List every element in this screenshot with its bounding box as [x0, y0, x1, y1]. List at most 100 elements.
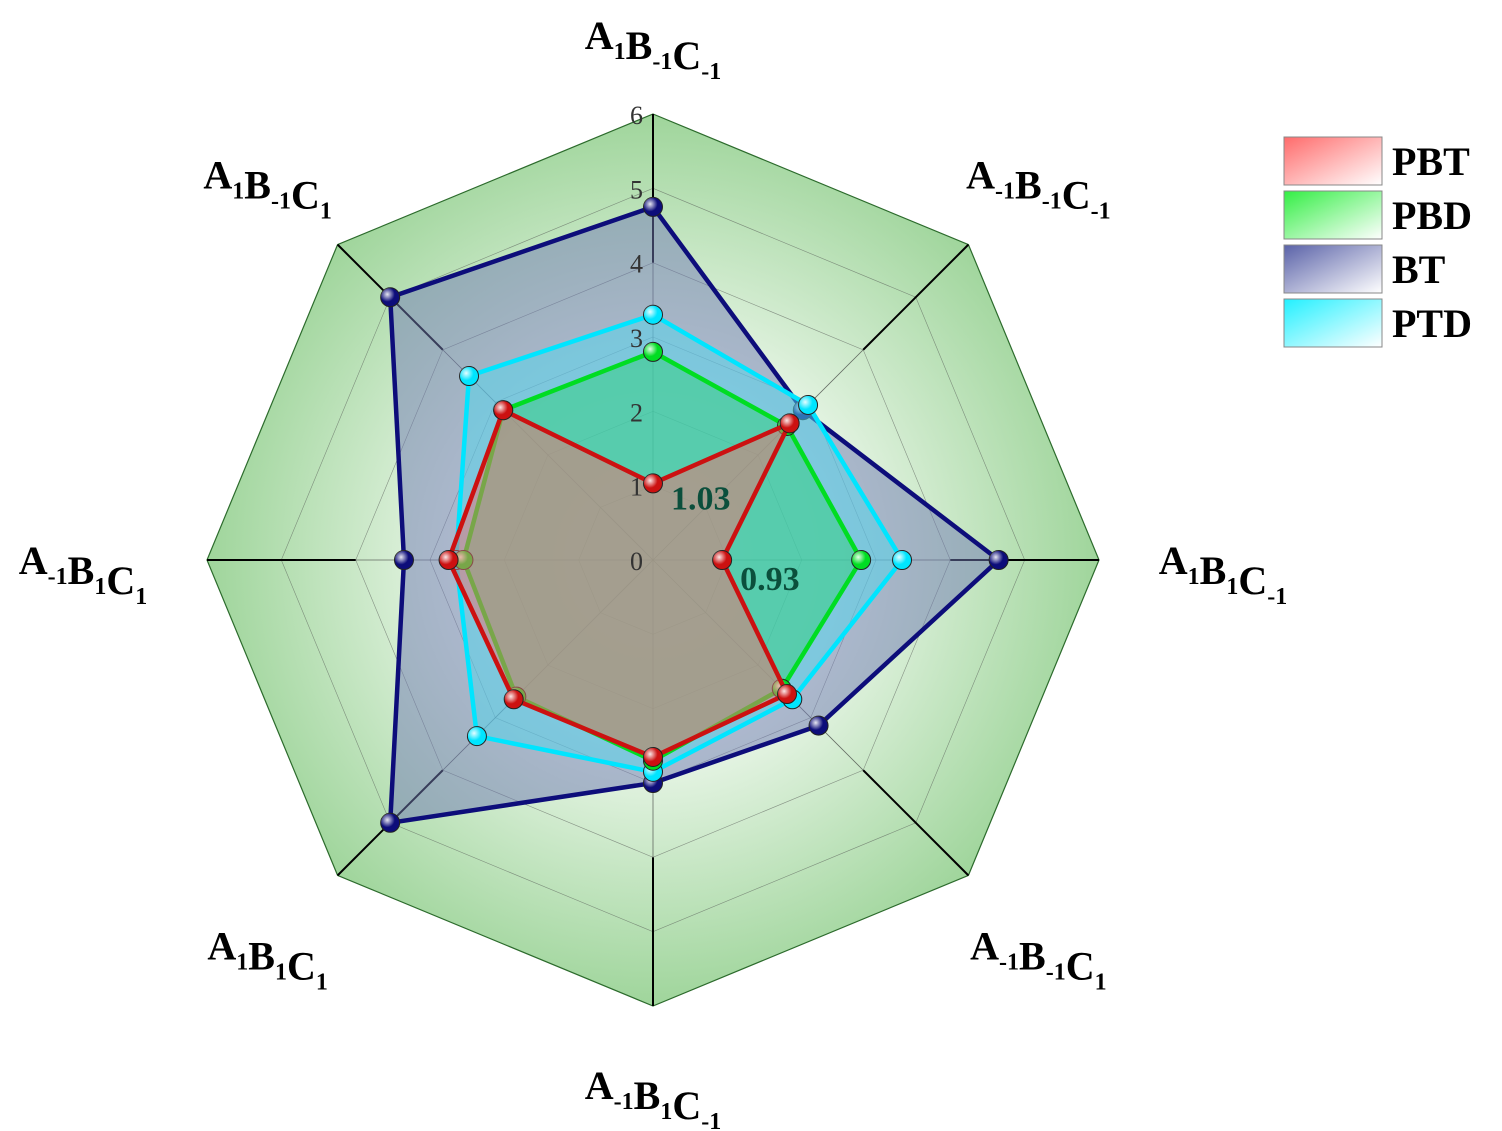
axis-labels: A1B-1C-1A-1B-1C-1A1B1C-1A-1B-1C1A-1B1C-1…	[19, 13, 1287, 1131]
axis-label-letter: C	[1066, 943, 1095, 988]
legend-item-ptd: PTD	[1283, 298, 1472, 348]
axis-label-letter: B	[68, 548, 95, 593]
axis-label-subscript: -1	[1091, 199, 1111, 225]
data-point-shine	[643, 305, 663, 325]
axis-label: A1B-1C-1	[585, 13, 721, 85]
axis-label-letter: A	[585, 1063, 614, 1108]
axis-label-letter: B	[1015, 163, 1042, 208]
axis-label-subscript: 1	[236, 949, 248, 975]
legend-swatch	[1283, 136, 1383, 186]
legend-item-pbd: PBD	[1283, 190, 1472, 240]
legend-item-bt: BT	[1283, 244, 1446, 294]
legend-swatch	[1283, 190, 1383, 240]
data-point-shine	[643, 473, 663, 493]
data-point-shine	[504, 689, 524, 709]
legend-label: PBD	[1392, 193, 1472, 238]
axis-label-subscript: -1	[652, 49, 672, 75]
axis-label-letter: A	[203, 153, 232, 198]
axis-label-subscript: 1	[614, 39, 626, 65]
legend-swatch	[1283, 244, 1383, 294]
axis-label-letter: C	[672, 1083, 701, 1128]
axis-label-subscript: -1	[701, 1109, 721, 1131]
data-point-shine	[712, 550, 732, 570]
axis-label-subscript: -1	[48, 564, 68, 590]
axis-label-letter: B	[634, 1073, 661, 1118]
axis-label-letter: A	[207, 923, 236, 968]
data-point-shine	[892, 550, 912, 570]
axis-label-subscript: 1	[275, 959, 287, 985]
axis-label-letter: A	[1159, 538, 1188, 583]
data-point-shine	[777, 684, 797, 704]
data-point-shine	[809, 716, 829, 736]
axis-label: A-1B1C-1	[585, 1063, 721, 1131]
axis-label-subscript: 1	[316, 969, 328, 995]
axis-label-subscript: 1	[1188, 564, 1200, 590]
data-point-shine	[851, 550, 871, 570]
data-point-shine	[780, 413, 800, 433]
axis-label-letter: B	[1200, 548, 1227, 593]
data-point-shine	[439, 550, 459, 570]
data-point-shine	[394, 550, 414, 570]
legend: PBT PBD BT PTD	[1283, 136, 1472, 348]
axis-label: A-1B-1C1	[970, 923, 1106, 995]
axis-label-subscript: 1	[660, 1099, 672, 1125]
series-area	[448, 410, 790, 757]
axis-label: A1B1C-1	[1159, 538, 1287, 610]
axis-label-subscript: 1	[1095, 969, 1107, 995]
data-annotation: 0.93	[740, 561, 800, 598]
axis-label-subscript: 1	[94, 574, 106, 600]
axis-label-letter: A	[970, 923, 999, 968]
data-point-shine	[459, 366, 479, 386]
radial-tick-labels: 0 1 2 3 4 5 6	[630, 101, 643, 576]
axis-label-subscript: -1	[271, 189, 291, 215]
axis-label-subscript: 1	[135, 584, 147, 610]
radar-series	[380, 196, 1009, 833]
axis-label-letter: C	[1062, 173, 1091, 218]
annotations: 1.03 0.93	[671, 480, 800, 598]
r-tick-label: 3	[630, 324, 643, 353]
data-point-shine	[798, 395, 818, 415]
data-point-shine	[989, 550, 1009, 570]
legend-label: PTD	[1392, 301, 1472, 346]
data-point-shine	[380, 287, 400, 307]
axis-label-subscript: 1	[320, 199, 332, 225]
axis-label-subscript: -1	[701, 59, 721, 85]
axis-label-letter: C	[106, 558, 135, 603]
r-tick-label: 1	[630, 473, 643, 502]
axis-label-letter: C	[1238, 558, 1267, 603]
data-point-shine	[467, 726, 487, 746]
axis-spoke	[862, 769, 970, 877]
axis-label-subscript: -1	[1267, 584, 1287, 610]
axis-label-subscript: -1	[995, 179, 1015, 205]
r-tick-label: 2	[630, 398, 643, 427]
r-tick-label: 6	[630, 101, 643, 130]
axis-label-letter: B	[626, 23, 653, 68]
axis-label-letter: A	[19, 538, 48, 583]
axis-label-subscript: -1	[999, 949, 1019, 975]
r-tick-label: 5	[630, 175, 643, 204]
axis-label-subscript: -1	[1042, 189, 1062, 215]
axis-label: A-1B1C1	[19, 538, 147, 610]
axis-label-letter: B	[1019, 933, 1046, 978]
data-point-shine	[380, 813, 400, 833]
legend-label: PBT	[1392, 139, 1470, 184]
axis-label-letter: B	[248, 933, 275, 978]
axis-label-letter: C	[672, 33, 701, 78]
axis-label-subscript: -1	[1046, 959, 1066, 985]
axis-label: A1B1C1	[207, 923, 327, 995]
axis-label-letter: C	[287, 943, 316, 988]
r-tick-label: 0	[630, 547, 643, 576]
legend-item-pbt: PBT	[1283, 136, 1470, 186]
data-annotation: 1.03	[671, 480, 731, 517]
axis-label-subscript: 1	[232, 179, 244, 205]
axis-label-subscript: 1	[1226, 574, 1238, 600]
data-point-shine	[643, 342, 663, 362]
legend-label: BT	[1392, 247, 1446, 292]
data-point-shine	[643, 747, 663, 767]
axis-label-letter: A	[966, 153, 995, 198]
axis-spoke	[862, 243, 970, 351]
axis-label-letter: A	[585, 13, 614, 58]
axis-label-letter: B	[244, 163, 271, 208]
axis-label: A-1B-1C-1	[966, 153, 1110, 225]
